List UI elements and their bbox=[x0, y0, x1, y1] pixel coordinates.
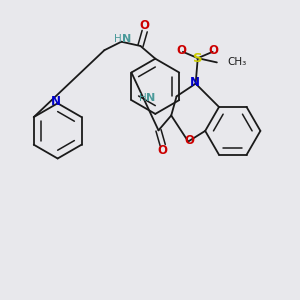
Text: N: N bbox=[190, 76, 200, 89]
Text: N: N bbox=[146, 93, 155, 103]
Text: H: H bbox=[114, 34, 122, 44]
Text: O: O bbox=[158, 144, 168, 157]
Text: O: O bbox=[209, 44, 219, 57]
Text: H: H bbox=[139, 93, 147, 103]
Text: N: N bbox=[122, 34, 131, 44]
Text: S: S bbox=[193, 52, 202, 65]
Text: O: O bbox=[177, 44, 187, 57]
Text: O: O bbox=[184, 134, 194, 147]
Text: N: N bbox=[50, 95, 61, 108]
Text: O: O bbox=[140, 19, 150, 32]
Text: CH₃: CH₃ bbox=[227, 57, 247, 68]
